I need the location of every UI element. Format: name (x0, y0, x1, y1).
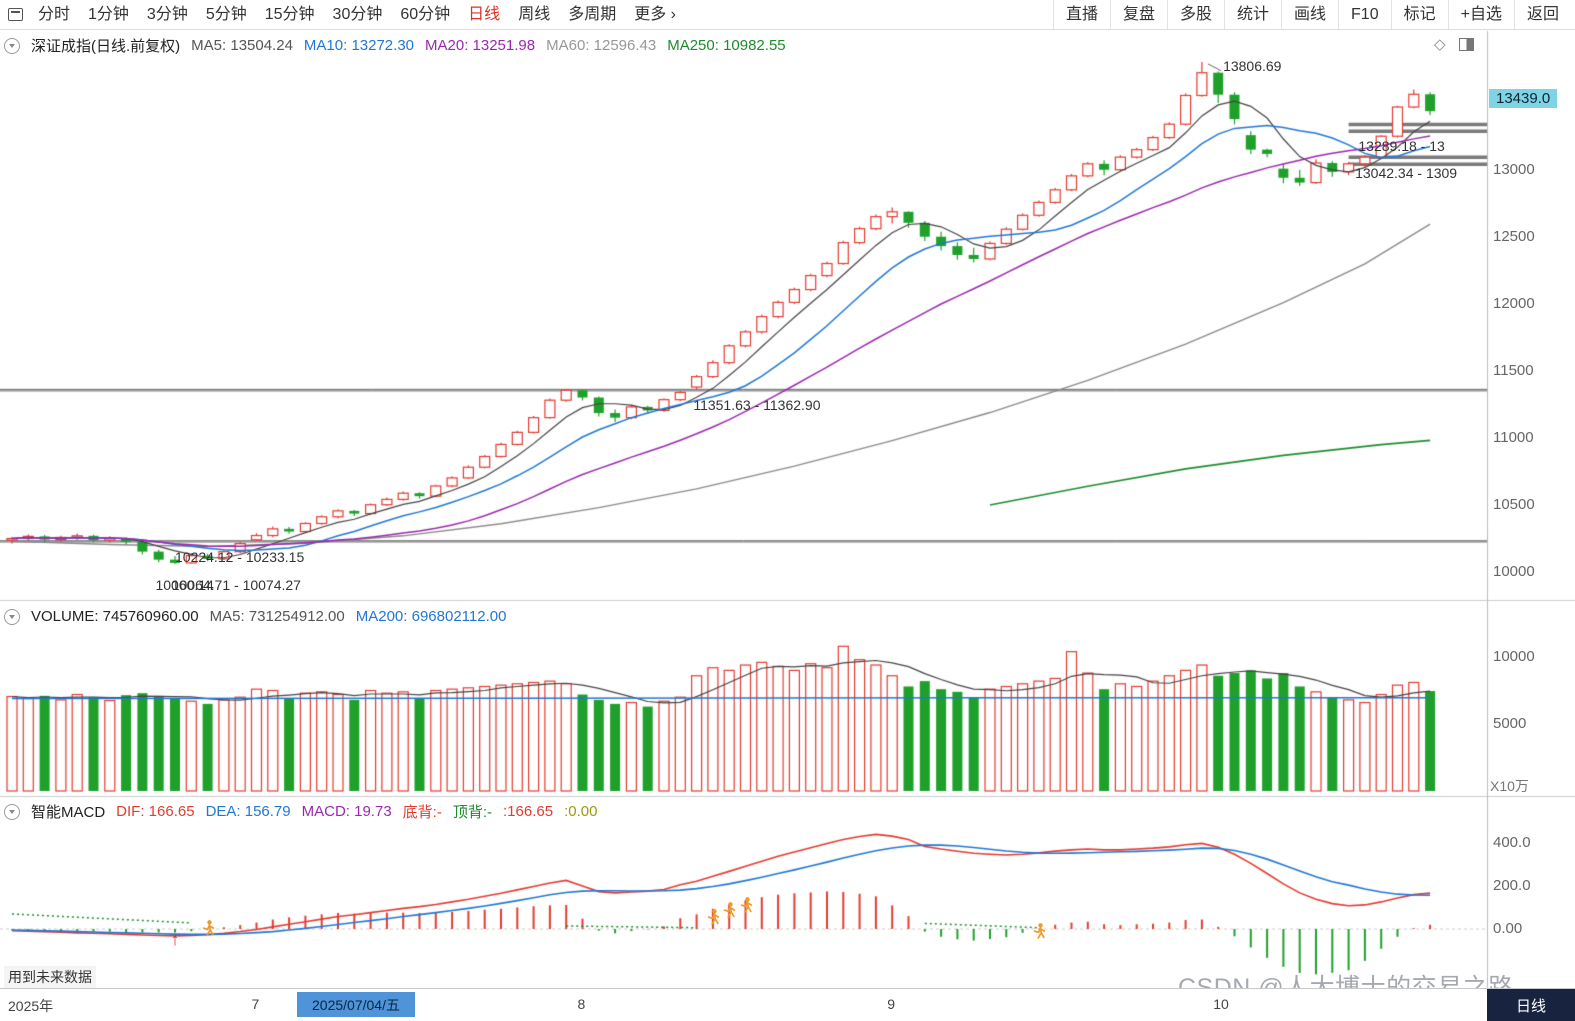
toolbar-action-画线[interactable]: 画线 (1281, 0, 1338, 29)
toolbar-period-周线[interactable]: 周线 (518, 6, 551, 23)
toolbar-period-5分钟[interactable]: 5分钟 (205, 6, 247, 23)
toolbar-action-+自选[interactable]: +自选 (1447, 0, 1514, 29)
toolbar: 分时 1分钟 3分钟 5分钟 15分钟 30分钟 60分钟 日线 周线 多周期 更多 › 直播 复盘多… (0, 0, 1575, 30)
toolbar-action-直播[interactable]: 直播 (1052, 0, 1110, 29)
toolbar-period-多周期[interactable]: 多周期 (568, 6, 617, 23)
toolbar-period-更多 ›[interactable]: 更多 › (634, 6, 676, 23)
toolbar-period-15分钟[interactable]: 15分钟 (264, 6, 315, 23)
toolbar-period-1分钟[interactable]: 1分钟 (88, 6, 129, 23)
toolbar-action-统计[interactable]: 统计 (1224, 0, 1281, 29)
period-label[interactable]: 日线 (1487, 989, 1575, 1021)
period-tabs: 分时 1分钟 3分钟 5分钟 15分钟 30分钟 60分钟 日线 周线 多周期 更多 › (4, 0, 685, 29)
month-tick-10: 10 (1213, 996, 1229, 1012)
time-axis: 2025年 2025/07/04/五 日线 7 8 9 10 (0, 988, 1575, 1021)
toolbar-period-日线[interactable]: 日线 (468, 6, 501, 23)
toolbar-action-标记[interactable]: 标记 (1390, 0, 1448, 29)
toolbar-action-F10[interactable]: F10 (1338, 0, 1391, 29)
month-tick-7: 7 (251, 996, 260, 1012)
toolbar-period-3分钟[interactable]: 3分钟 (146, 6, 188, 23)
selected-date-box: 2025/07/04/五 (297, 992, 415, 1017)
year-label: 2025年 (8, 998, 54, 1014)
toolbar-action-多股[interactable]: 多股 (1166, 0, 1224, 29)
toolbar-action-复盘[interactable]: 复盘 (1109, 0, 1167, 29)
toolbar-period-30分钟[interactable]: 30分钟 (332, 6, 383, 23)
toolbar-action-返回[interactable]: 返回 (1513, 0, 1571, 29)
month-tick-8: 8 (577, 996, 586, 1012)
toolbar-period-分时[interactable]: 分时 (38, 6, 71, 23)
month-tick-9: 9 (887, 996, 895, 1012)
window-icon[interactable] (8, 8, 23, 21)
toolbar-period-60分钟[interactable]: 60分钟 (400, 6, 451, 23)
toolbar-actions: 直播 复盘 多股 统计 画线 F10 标记 +自选 返回 (1052, 0, 1571, 29)
